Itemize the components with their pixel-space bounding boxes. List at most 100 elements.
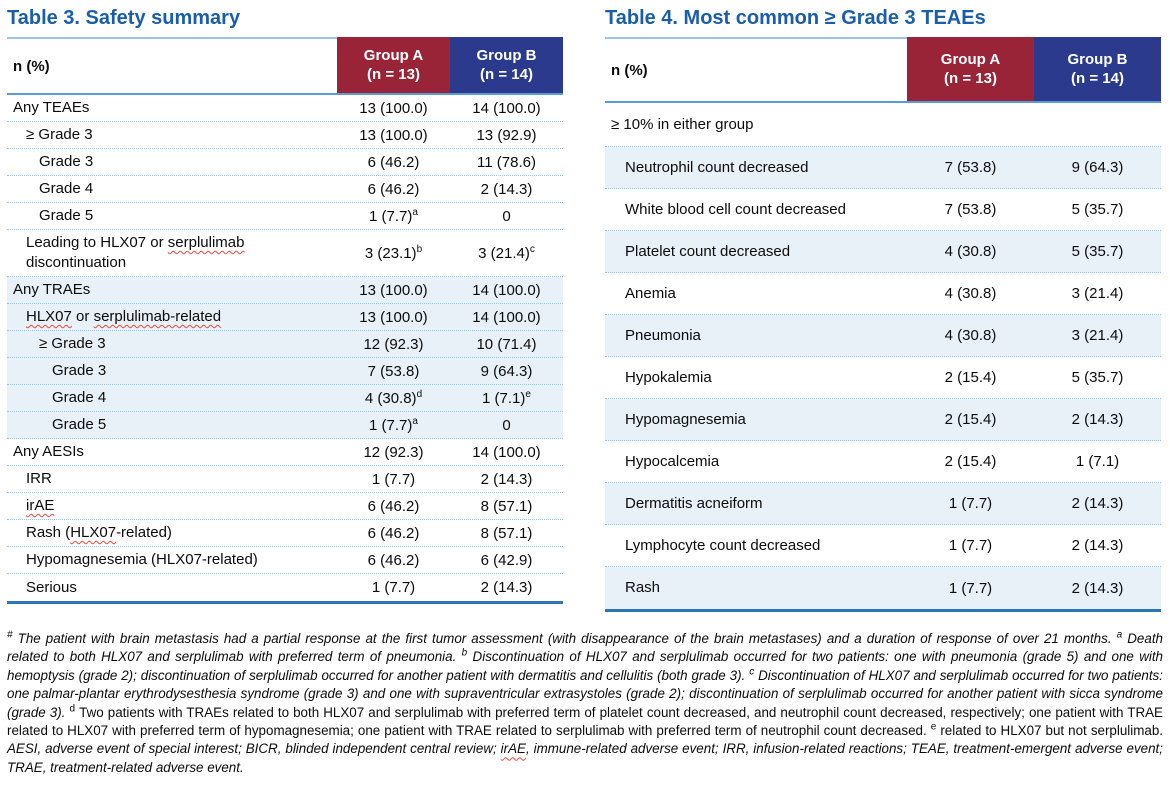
value-group-a: 3 (23.1)b bbox=[364, 243, 423, 262]
row-label: Grade 5 bbox=[39, 207, 94, 224]
value-group-b: 2 (14.3) bbox=[1071, 537, 1124, 554]
value-group-a: 4 (30.8) bbox=[944, 327, 997, 344]
table-row: Neutrophil count decreased 7 (53.8) 9 (64.… bbox=[605, 147, 1161, 189]
group-b-name: Group B bbox=[1067, 51, 1128, 68]
footnotes: # The patient with brain metastasis had … bbox=[7, 629, 1164, 775]
table4-col-header-group-a: Group A (n = 13) bbox=[907, 37, 1034, 101]
value-group-b: 9 (64.3) bbox=[480, 362, 533, 380]
table-row: ≥ Grade 3 12 (92.3) 10 (71.4) bbox=[7, 331, 563, 358]
row-label: Grade 3 bbox=[39, 153, 94, 170]
value-group-a: 13 (100.0) bbox=[359, 99, 428, 117]
table3-col-header-group-b: Group B (n = 14) bbox=[450, 37, 563, 93]
row-label: Rash bbox=[625, 579, 661, 596]
row-label: Grade 4 bbox=[39, 180, 94, 197]
table4-col-header-group-b: Group B (n = 14) bbox=[1034, 37, 1161, 101]
table4-header-row: n (%) Group A (n = 13) Group B (n = 14) bbox=[605, 37, 1161, 103]
table-row: Leading to HLX07 or serplulimab disconti… bbox=[7, 230, 563, 277]
table-row: Rash (HLX07-related) 6 (46.2) 8 (57.1) bbox=[7, 520, 563, 547]
value-group-a: 4 (30.8) bbox=[944, 285, 997, 302]
table3-col-header-group-a: Group A (n = 13) bbox=[337, 37, 450, 93]
value-group-b: 14 (100.0) bbox=[472, 99, 541, 117]
table-row: irAE 6 (46.2) 8 (57.1) bbox=[7, 493, 563, 520]
row-label: ≥ Grade 3 bbox=[26, 126, 93, 143]
value-group-b: 3 (21.4) bbox=[1071, 285, 1124, 302]
value-group-b: 2 (14.3) bbox=[1071, 411, 1124, 428]
table4-title: Table 4. Most common ≥ Grade 3 TEAEs bbox=[605, 7, 986, 29]
group-a-name: Group A bbox=[363, 47, 424, 64]
table-row: Grade 4 6 (46.2) 2 (14.3) bbox=[7, 176, 563, 203]
row-label: IRR bbox=[26, 470, 52, 487]
value-group-b: 0 bbox=[502, 207, 511, 225]
group-a-n: (n = 13) bbox=[367, 66, 420, 83]
table-row: Hypomagnesemia 2 (15.4) 2 (14.3) bbox=[605, 399, 1161, 441]
group-b-name: Group B bbox=[476, 47, 537, 64]
value-group-b: 1 (7.1) bbox=[1075, 453, 1120, 470]
value-group-a: 7 (53.8) bbox=[944, 201, 997, 218]
value-group-a: 2 (15.4) bbox=[944, 369, 997, 386]
value-group-a: 1 (7.7) bbox=[948, 579, 993, 597]
row-label: Serious bbox=[26, 578, 77, 596]
row-label: Rash (HLX07-related) bbox=[26, 524, 172, 541]
table-row: Grade 5 1 (7.7)a 0 bbox=[7, 412, 563, 439]
table-row: ≥ Grade 3 13 (100.0) 13 (92.9) bbox=[7, 122, 563, 149]
value-group-b: 14 (100.0) bbox=[472, 308, 541, 326]
row-label: Dermatitis acneiform bbox=[625, 494, 763, 512]
value-group-a: 1 (7.7)a bbox=[369, 415, 418, 434]
value-group-b: 10 (71.4) bbox=[476, 335, 537, 353]
row-label: irAE bbox=[26, 497, 55, 514]
row-label: Grade 3 bbox=[52, 362, 107, 379]
row-label: Lymphocyte count decreased bbox=[625, 536, 821, 554]
group-b-n: (n = 14) bbox=[1071, 70, 1124, 87]
value-group-b: 0 bbox=[502, 416, 511, 434]
row-label: Grade 5 bbox=[52, 416, 107, 433]
value-group-a: 1 (7.7) bbox=[948, 495, 993, 512]
value-group-a: 4 (30.8)d bbox=[364, 388, 423, 407]
value-group-a: 1 (7.7) bbox=[371, 470, 416, 488]
value-group-a: 6 (46.2) bbox=[367, 180, 420, 198]
table-row: Grade 3 6 (46.2) 11 (78.6) bbox=[7, 149, 563, 176]
table-row: IRR 1 (7.7) 2 (14.3) bbox=[7, 466, 563, 493]
value-group-a: 13 (100.0) bbox=[359, 281, 428, 299]
table-row: Grade 4 4 (30.8)d 1 (7.1)e bbox=[7, 385, 563, 412]
value-group-b: 11 (78.6) bbox=[477, 153, 536, 171]
row-label: Any TRAEs bbox=[13, 281, 91, 298]
value-group-a: 12 (92.3) bbox=[363, 335, 424, 353]
table-row: Any TRAEs 13 (100.0) 14 (100.0) bbox=[7, 277, 563, 304]
value-group-b: 5 (35.7) bbox=[1071, 201, 1124, 218]
group-b-n: (n = 14) bbox=[480, 66, 533, 83]
group-a-n: (n = 13) bbox=[944, 70, 997, 87]
subheader-label: ≥ 10% in either group bbox=[611, 115, 754, 133]
value-group-a: 12 (92.3) bbox=[363, 443, 424, 461]
value-group-b: 2 (14.3) bbox=[1071, 495, 1124, 512]
value-group-b: 2 (14.3) bbox=[480, 470, 533, 488]
row-label: Hypokalemia bbox=[625, 368, 712, 386]
table-row: Any TEAEs 13 (100.0) 14 (100.0) bbox=[7, 95, 563, 122]
value-group-a: 4 (30.8) bbox=[944, 243, 997, 260]
table-row: Grade 5 1 (7.7)a 0 bbox=[7, 203, 563, 230]
value-group-b: 2 (14.3) bbox=[1071, 579, 1124, 597]
table-row: White blood cell count decreased 7 (53.8)… bbox=[605, 189, 1161, 231]
value-group-a: 13 (100.0) bbox=[359, 308, 428, 326]
value-group-b: 13 (92.9) bbox=[476, 126, 537, 144]
row-label: White blood cell count decreased bbox=[625, 200, 846, 218]
table4: n (%) Group A (n = 13) Group B (n = 14) … bbox=[605, 37, 1161, 612]
tables-row: Table 3. Safety summary n (%) Group A (n… bbox=[7, 4, 1163, 612]
table-row: Hypokalemia 2 (15.4) 5 (35.7) bbox=[605, 357, 1161, 399]
table-row: HLX07 or serplulimab-related 13 (100.0) 14… bbox=[7, 304, 563, 331]
table3-title: Table 3. Safety summary bbox=[7, 7, 241, 29]
value-group-a: 13 (100.0) bbox=[359, 126, 428, 144]
value-group-a: 7 (53.8) bbox=[367, 362, 420, 380]
value-group-b: 5 (35.7) bbox=[1071, 243, 1124, 260]
table4-col-header-metric: n (%) bbox=[605, 37, 907, 101]
value-group-a: 6 (46.2) bbox=[367, 153, 420, 171]
value-group-b: 6 (42.9) bbox=[480, 551, 533, 569]
value-group-a: 7 (53.8) bbox=[944, 159, 997, 176]
table-row: Anemia 4 (30.8) 3 (21.4) bbox=[605, 273, 1161, 315]
table3-body: Any TEAEs 13 (100.0) 14 (100.0) ≥ Grade 3 13… bbox=[7, 95, 563, 604]
value-group-a: 1 (7.7) bbox=[948, 537, 993, 554]
table4-section: Table 4. Most common ≥ Grade 3 TEAEs n (… bbox=[605, 4, 1161, 612]
row-label: Grade 4 bbox=[52, 389, 107, 406]
table-row: Hypocalcemia 2 (15.4) 1 (7.1) bbox=[605, 441, 1161, 483]
table4-body: ≥ 10% in either group Neutrophil count d… bbox=[605, 103, 1161, 612]
